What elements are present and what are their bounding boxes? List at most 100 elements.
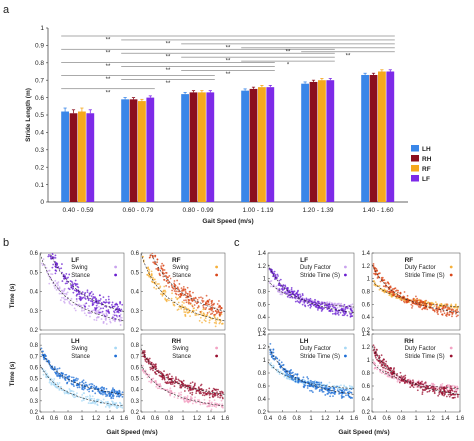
stride-time-point <box>415 295 417 298</box>
stride-time-point <box>421 380 423 383</box>
bar-rf <box>78 111 86 202</box>
bar-rf <box>138 101 146 202</box>
y-tick-label: 0.3 <box>35 147 44 154</box>
swing-point <box>204 320 207 323</box>
stride-time-point <box>435 303 438 306</box>
stride-time-point <box>372 263 375 265</box>
stance-point <box>93 297 95 299</box>
stride-time-point <box>448 307 451 309</box>
stride-time-point <box>316 300 319 303</box>
swing-point <box>141 369 144 372</box>
stance-point <box>61 280 64 282</box>
swing-point <box>216 403 219 406</box>
swing-point <box>62 290 65 293</box>
stance-point <box>47 242 49 244</box>
fit-line <box>268 280 354 308</box>
stance-point <box>88 294 91 297</box>
swing-point <box>109 320 112 323</box>
y-tick-label: 0.2 <box>131 410 140 416</box>
stance-point <box>40 347 43 350</box>
x-tick-label: 0.80 - 0.99 <box>182 207 213 214</box>
duty-factor-point <box>450 303 453 306</box>
stance-point <box>55 368 57 371</box>
legend-bg <box>171 264 219 272</box>
swing-point <box>170 389 173 392</box>
swing-point <box>176 297 179 300</box>
y-tick-label: 0.4 <box>362 315 371 321</box>
stance-point <box>163 272 166 275</box>
x-tick-label: 1.6 <box>120 416 129 422</box>
stance-point <box>54 372 57 375</box>
swing-point <box>107 400 109 403</box>
stride-time-point <box>284 284 287 287</box>
stance-point <box>114 309 117 312</box>
stride-time-point <box>306 387 309 389</box>
stance-point <box>142 221 144 223</box>
swing-point <box>80 396 83 399</box>
stride-time-point <box>295 292 298 295</box>
stance-point <box>76 283 79 285</box>
fit-line <box>150 253 225 312</box>
swing-point <box>104 405 107 408</box>
stance-point <box>43 237 45 239</box>
stride-time-point <box>426 308 429 311</box>
stride-time-point <box>291 290 294 293</box>
swing-point <box>94 401 97 404</box>
stance-point <box>214 313 217 316</box>
stance-point <box>74 284 77 287</box>
swing-stance-scatter-grid: 0.20.30.40.50.6LFSwingStance0.20.30.40.5… <box>9 221 230 436</box>
y-tick-label: 1 <box>263 277 267 283</box>
stride-time-point <box>338 392 340 395</box>
stance-point <box>190 298 193 301</box>
stance-point <box>165 272 168 274</box>
stance-point <box>198 391 201 394</box>
swing-point <box>102 321 105 323</box>
stride-time-point <box>286 374 289 377</box>
stance-point <box>190 295 192 298</box>
stride-time-point <box>305 297 308 300</box>
duty-factor-point <box>351 303 354 306</box>
stride-time-point <box>375 267 378 270</box>
swing-point <box>104 401 107 404</box>
stride-time-point <box>375 349 378 351</box>
stride-time-point <box>376 277 379 279</box>
stance-point <box>43 238 45 240</box>
significance-label: ** <box>166 55 171 61</box>
stance-point <box>198 389 201 392</box>
stride-time-point <box>378 272 381 275</box>
duty-factor-point <box>303 379 306 381</box>
stride-time-point <box>375 356 377 359</box>
duty-factor-point <box>393 377 395 380</box>
stance-point <box>70 286 73 289</box>
stance-point <box>75 290 78 293</box>
significance-label: ** <box>226 72 231 78</box>
stance-point <box>88 383 91 386</box>
stance-point <box>107 295 110 298</box>
stance-point <box>113 389 115 391</box>
duty-factor-point <box>382 369 385 372</box>
stance-point <box>56 368 59 370</box>
stance-point <box>45 242 47 244</box>
stride-time-point <box>346 307 349 309</box>
fit-line <box>268 264 354 313</box>
stance-point <box>147 237 149 239</box>
duty-factor-point <box>441 382 444 385</box>
stance-point <box>197 386 200 388</box>
stride-time-point <box>441 393 444 396</box>
swing-point <box>208 311 211 313</box>
stride-time-point <box>409 386 412 388</box>
stance-point <box>174 284 177 287</box>
y-axis-title-top: Time (s) <box>9 284 16 309</box>
swing-point <box>177 301 180 304</box>
swing-point <box>215 406 218 408</box>
stride-time-point <box>436 388 439 391</box>
legend-bg <box>70 353 118 361</box>
stride-time-point <box>447 391 450 394</box>
y-tick-label: 0.8 <box>35 60 44 67</box>
stance-point <box>173 382 176 385</box>
stance-point <box>211 395 214 397</box>
stride-time-point <box>332 395 334 398</box>
mini-legend-label: Stride Time (S) <box>405 354 445 360</box>
swing-point <box>73 307 76 310</box>
swing-point <box>57 284 59 287</box>
